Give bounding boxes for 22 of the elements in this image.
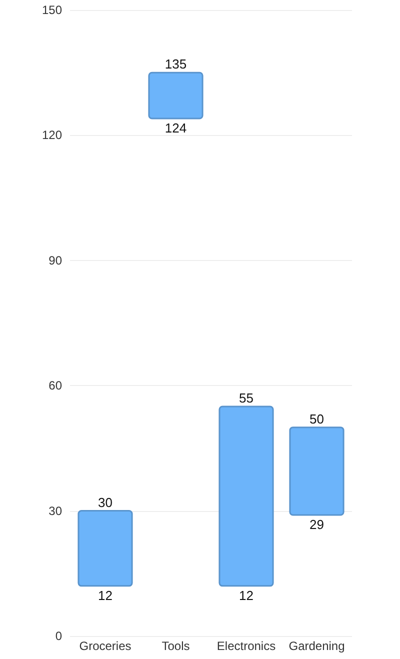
- annotation: 135: [164, 56, 187, 72]
- annotation: 124: [164, 120, 187, 136]
- y-tick-label: 60: [48, 378, 62, 393]
- annotation: 12: [239, 588, 254, 603]
- y-tick-label: 30: [48, 504, 62, 518]
- y-tick-label: 0: [55, 629, 62, 643]
- bar: [78, 510, 133, 587]
- bar: [148, 72, 204, 120]
- y-tick-label: 120: [42, 128, 62, 142]
- annotation: 55: [239, 390, 254, 406]
- x-tick-label: Groceries: [79, 639, 132, 653]
- annotation: 29: [310, 516, 324, 532]
- bar: [218, 406, 274, 587]
- bar: [289, 426, 344, 516]
- annotation: 30: [98, 494, 112, 510]
- annotation: 12: [98, 588, 112, 603]
- x-tick-label: Electronics: [216, 639, 276, 653]
- x-tick-label: Gardening: [288, 639, 345, 653]
- y-tick-label: 150: [42, 3, 62, 17]
- x-tick-label: Tools: [162, 639, 190, 653]
- annotation: 50: [310, 411, 324, 426]
- y-tick-label: 90: [48, 253, 62, 268]
